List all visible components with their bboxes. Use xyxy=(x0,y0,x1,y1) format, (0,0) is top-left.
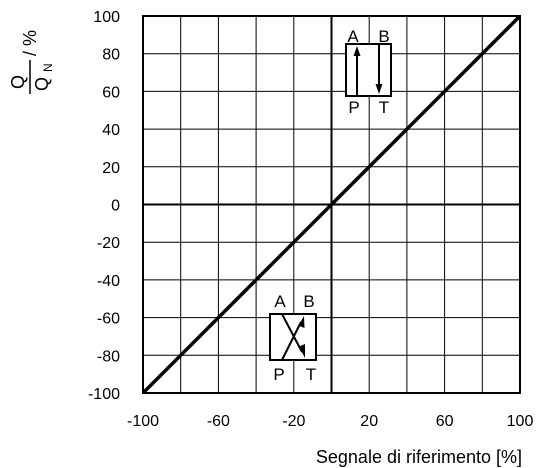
x-tick-label: -60 xyxy=(207,413,230,430)
y-tick-label: 0 xyxy=(111,198,120,215)
series-line xyxy=(141,14,522,395)
y-axis-denominator-subscript: N xyxy=(41,63,55,72)
valve-parallel-label-t: T xyxy=(379,98,389,117)
y-axis-numerator: Q xyxy=(8,75,28,89)
series-layer xyxy=(141,14,522,395)
y-tick-label: -40 xyxy=(97,273,120,290)
y-tick-label: 80 xyxy=(102,47,120,64)
y-tick-label: -80 xyxy=(97,348,120,365)
plot-frame xyxy=(142,15,521,394)
valve-crossed-label-a: A xyxy=(274,292,286,311)
y-tick-label: -60 xyxy=(97,311,120,328)
y-tick-label: 40 xyxy=(102,122,120,139)
valve-crossed-arrow-p-b xyxy=(281,321,302,361)
x-tick-label: 100 xyxy=(507,413,534,430)
valve-parallel-arrowhead-up-icon xyxy=(353,46,361,56)
valve-parallel-box xyxy=(345,43,392,97)
valve-crossed-arrow-a-t xyxy=(281,313,303,353)
y-tick-label: -20 xyxy=(97,235,120,252)
x-tick-label: -100 xyxy=(127,413,159,430)
valve-parallel-symbol: A B P T xyxy=(345,27,392,117)
valve-parallel-label-b: B xyxy=(378,27,389,46)
valve-parallel-label-a: A xyxy=(347,27,359,46)
x-tick-label: 20 xyxy=(360,413,378,430)
y-axis-denominator: Q xyxy=(32,77,52,91)
valve-parallel-arrowhead-down-icon xyxy=(375,84,383,94)
x-tick-label: -20 xyxy=(282,413,305,430)
tick-labels: 100 80 60 40 20 0 -20 -40 -60 -80 -100 -100 -60 -20 20… xyxy=(88,9,533,430)
x-tick-label: 60 xyxy=(436,413,454,430)
y-axis-unit: / % xyxy=(20,30,40,56)
valve-crossed-label-b: B xyxy=(303,292,314,311)
y-tick-label: -100 xyxy=(88,386,120,403)
valve-crossed-label-t: T xyxy=(306,365,316,384)
valve-crossed-label-p: P xyxy=(273,365,284,384)
y-tick-label: 100 xyxy=(93,9,120,26)
y-axis-title: Q Q N / % xyxy=(8,30,55,94)
x-axis-title: Segnale di riferimento [%] xyxy=(316,447,522,467)
y-tick-label: 20 xyxy=(102,160,120,177)
valve-crossed-arrowhead-up-icon xyxy=(298,316,305,328)
valve-crossed-symbol: A B P T xyxy=(269,292,317,384)
valve-parallel-label-p: P xyxy=(348,98,359,117)
y-tick-label: 60 xyxy=(102,84,120,101)
valve-crossed-arrowhead-down-icon xyxy=(299,344,305,358)
